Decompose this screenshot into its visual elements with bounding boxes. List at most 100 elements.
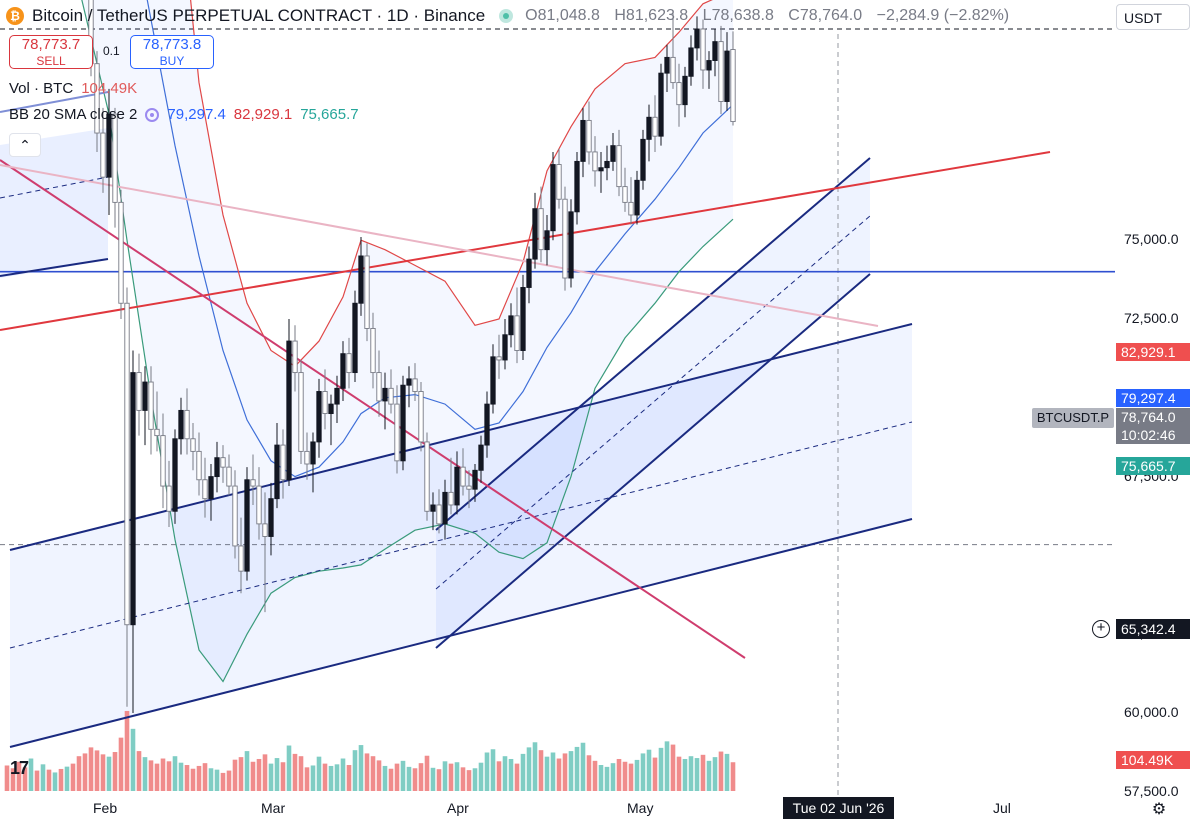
volume-bar — [178, 762, 184, 791]
bb-lower-price-tag: 75,665.7 — [1116, 457, 1190, 475]
candle-body — [148, 381, 154, 430]
symbol-title[interactable]: Bitcoin / TetherUS PERPETUAL CONTRACT · … — [32, 6, 486, 25]
volume-bar — [328, 765, 334, 791]
candle-body — [682, 75, 688, 106]
volume-bar — [376, 760, 382, 791]
volume-bar — [22, 767, 28, 791]
candle-body — [598, 167, 604, 172]
channel-mid-line — [9, 421, 913, 649]
candle-body — [490, 356, 496, 405]
ohlc-open-key: O — [525, 7, 538, 24]
candle-body — [232, 485, 238, 547]
channel-upper-line — [9, 323, 913, 551]
buy-button[interactable]: 78,773.8 BUY — [130, 35, 214, 69]
volume-bar — [136, 751, 142, 791]
volume-bar — [94, 750, 100, 791]
settings-gear-icon[interactable]: ⚙ — [1151, 801, 1167, 818]
candle-body — [274, 444, 280, 500]
candle-body — [412, 378, 418, 392]
volume-bar — [730, 762, 736, 791]
candle-body — [286, 340, 292, 481]
candle-body — [724, 50, 730, 102]
volume-bar — [106, 756, 112, 791]
candle-body — [304, 450, 310, 465]
volume-legend-label: Vol · BTC — [9, 80, 74, 97]
candle-body — [316, 391, 322, 443]
add-plus-icon[interactable]: + — [1092, 620, 1110, 638]
bb-visibility-icon[interactable] — [145, 107, 160, 122]
volume-bar — [592, 760, 598, 791]
volume-bar — [334, 764, 340, 791]
volume-bar — [670, 744, 676, 791]
candle-body — [328, 403, 334, 415]
candle-body — [670, 56, 676, 84]
candle-body — [712, 41, 718, 61]
candle-body — [634, 179, 640, 216]
candle-body — [100, 132, 106, 178]
volume-bar — [418, 763, 424, 791]
volume-bar — [70, 763, 76, 791]
volume-bar — [394, 763, 400, 791]
collapse-legend-button[interactable]: ⌃ — [9, 133, 41, 157]
candle-body — [526, 258, 532, 288]
candle-body — [226, 466, 232, 487]
candle-body — [466, 485, 472, 490]
volume-bar — [688, 756, 694, 791]
volume-bar — [184, 765, 190, 791]
candle-body — [406, 378, 412, 386]
candle-body — [562, 198, 568, 279]
volume-bar — [172, 756, 178, 791]
candle-body — [436, 504, 442, 525]
sell-label: SELL — [36, 54, 66, 68]
volume-bar — [694, 758, 700, 791]
volume-bar — [112, 752, 118, 791]
volume-bar — [610, 763, 616, 791]
volume-bar — [208, 768, 214, 791]
candle-body — [694, 28, 700, 49]
volume-bar — [424, 755, 430, 791]
candle-body — [130, 372, 136, 626]
tradingview-logo-icon[interactable]: 17 — [10, 758, 29, 778]
candle-body — [394, 403, 400, 462]
volume-bar — [142, 757, 148, 791]
volume-price-tag: 104.49K — [1116, 751, 1190, 769]
volume-legend-value: 104.49K — [81, 80, 138, 97]
candle-body — [382, 387, 388, 402]
candle-body — [700, 28, 706, 71]
volume-legend[interactable]: Vol · BTC 104.49K — [9, 80, 137, 97]
candle-body — [592, 151, 598, 172]
candle-body — [346, 353, 352, 374]
volume-bar — [190, 768, 196, 791]
currency-select[interactable]: USDT — [1116, 4, 1190, 30]
buy-label: BUY — [159, 54, 185, 68]
volume-bar — [244, 751, 250, 791]
candle-body — [112, 113, 118, 203]
volume-bar — [562, 753, 568, 791]
volume-bar — [88, 747, 94, 791]
volume-bar — [124, 710, 130, 791]
candle-body — [310, 441, 316, 465]
sell-button[interactable]: 78,773.7 SELL — [9, 35, 93, 69]
bb-legend[interactable]: BB 20 SMA close 2 79,297.4 82,929.1 75,6… — [9, 106, 359, 123]
volume-bar — [448, 763, 454, 791]
candle-body — [448, 491, 454, 506]
candle-body — [550, 164, 556, 232]
candle-body — [640, 138, 646, 181]
volume-bar — [622, 761, 628, 791]
rising-channel-upper-line — [435, 157, 871, 531]
volume-bar — [304, 767, 310, 791]
candle-body — [214, 457, 220, 478]
volume-bar — [154, 763, 160, 791]
volume-bar — [682, 758, 688, 791]
candle-body — [154, 428, 160, 437]
volume-bar — [400, 760, 406, 791]
bb-lower-line — [81, 0, 734, 683]
volume-bar — [28, 758, 34, 791]
volume-bar — [82, 753, 88, 791]
candle-body — [646, 116, 652, 140]
pink-trend-line — [0, 164, 879, 327]
volume-bar — [76, 756, 82, 791]
candle-body — [178, 409, 184, 440]
candle-body — [730, 49, 736, 123]
